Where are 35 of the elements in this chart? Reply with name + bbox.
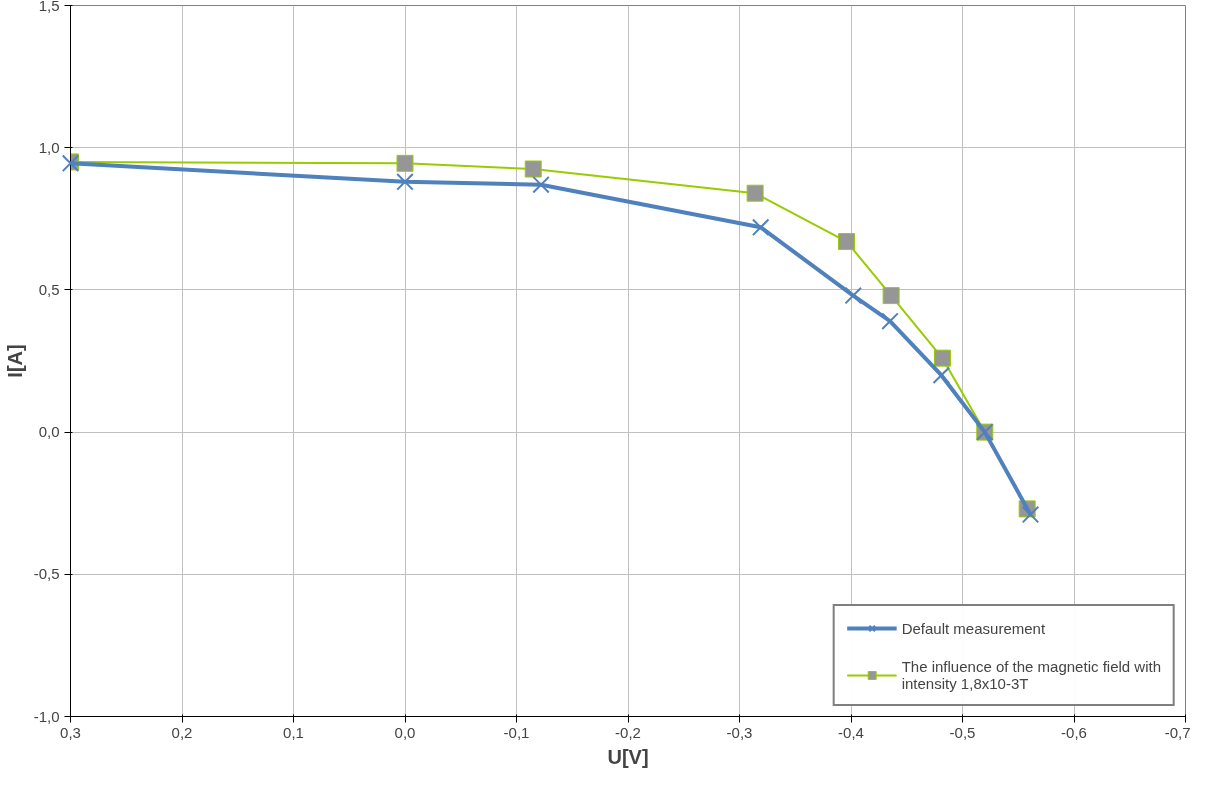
x-tick-label: 0,3 (60, 723, 81, 741)
x-tick-label: -0,2 (615, 723, 641, 741)
y-tick-label: 1,5 (38, 0, 60, 14)
y-tick-label: -0,5 (33, 565, 60, 583)
x-tick-label: -0,7 (1164, 723, 1191, 741)
y-tick-label: 1,0 (38, 138, 60, 156)
x-tick-label: -0,4 (838, 723, 864, 741)
point (932, 366, 951, 384)
point (751, 218, 770, 237)
point (844, 286, 863, 305)
point (532, 175, 550, 194)
point (881, 312, 899, 330)
point (1021, 505, 1040, 524)
x-tick-label: 0,1 (283, 723, 304, 741)
point (838, 233, 856, 251)
point (746, 184, 764, 202)
x-tick-label: -0,1 (503, 723, 530, 741)
point (933, 349, 951, 367)
legend-label: Default measurement (901, 619, 1046, 637)
x-axis-title: U[V] (607, 745, 649, 768)
point (61, 154, 80, 173)
x-tick-label: 0,2 (171, 723, 193, 741)
point (396, 173, 414, 191)
y-tick-label: 0,5 (38, 280, 60, 298)
legend-label: The influence of the magnetic field with intensity 1,8x10-3T (901, 658, 1161, 692)
x-tick-label: 0,0 (394, 723, 416, 741)
x-tick-label: -0,6 (1061, 723, 1087, 741)
y-axis-title: I[A] (3, 344, 26, 378)
x-tick-label: -0,3 (726, 723, 753, 741)
y-tick-label: -1,0 (33, 707, 60, 725)
point (524, 160, 542, 178)
point (396, 154, 414, 172)
point (882, 287, 900, 305)
x-tick-label: -0,5 (949, 723, 976, 741)
y-tick-label: 0,0 (38, 423, 60, 441)
